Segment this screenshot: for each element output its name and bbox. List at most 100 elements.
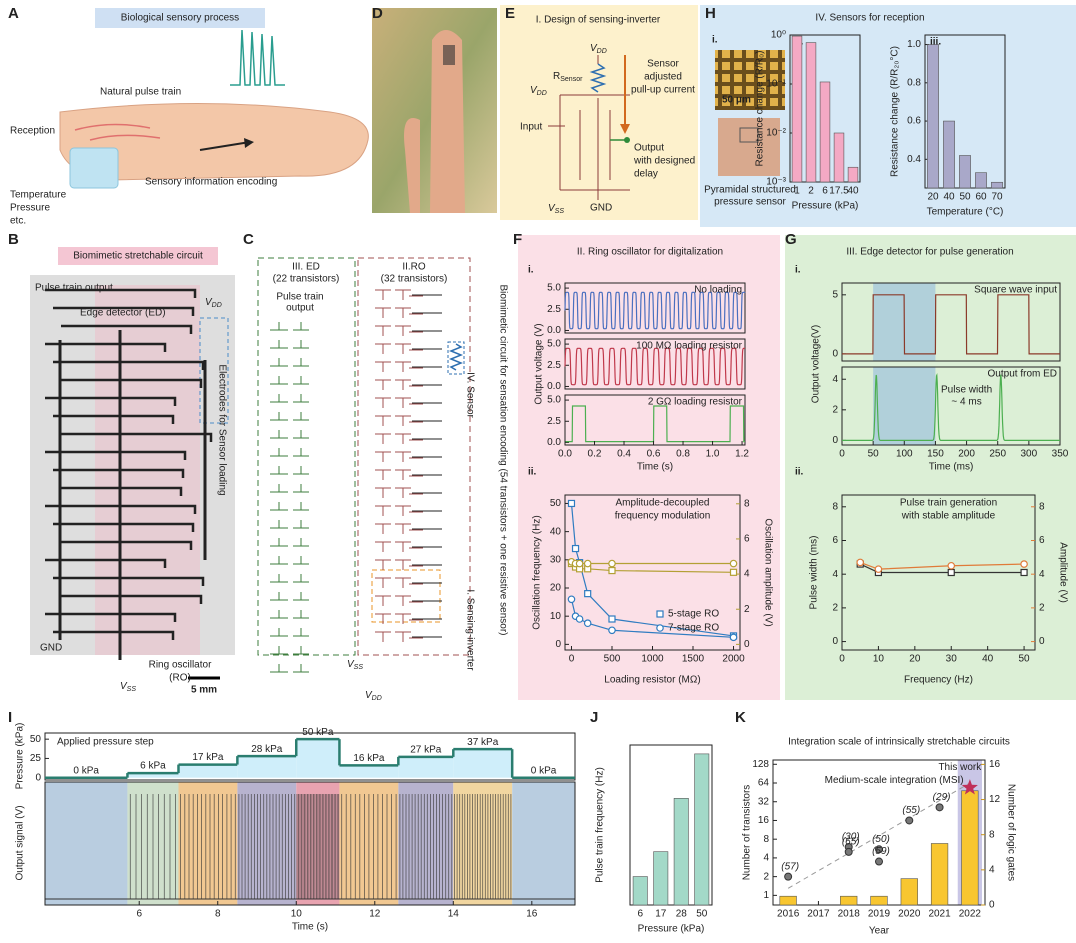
plot-frame bbox=[44, 781, 576, 906]
label: etc. bbox=[10, 216, 26, 227]
y-tick-label: 10⁻¹ bbox=[766, 79, 786, 90]
x-tick-label: 40 bbox=[847, 186, 859, 197]
point bbox=[905, 816, 914, 825]
label: Electrodes for Sensor loading bbox=[216, 364, 227, 495]
y-tick-label: 5 bbox=[832, 289, 838, 300]
trace-label: Square wave input bbox=[974, 285, 1057, 296]
y-tick-label: 20 bbox=[550, 583, 562, 594]
series-line bbox=[859, 563, 1025, 574]
y2-axis-label: Oscillation amplitude (V) bbox=[762, 518, 773, 626]
y2-tick-label: 16 bbox=[989, 759, 1001, 770]
label-sub: DD bbox=[597, 48, 607, 55]
y2-tick-label: 8 bbox=[744, 498, 750, 509]
bar bbox=[694, 753, 710, 906]
y-tick-label: 1.0 bbox=[907, 39, 921, 50]
point-label: (57) bbox=[781, 861, 799, 872]
transistor bbox=[375, 469, 423, 480]
transistor bbox=[270, 664, 309, 673]
transistor bbox=[375, 325, 423, 336]
y-tick-label: 6 bbox=[832, 535, 838, 546]
transistor bbox=[270, 412, 309, 421]
y-axis-label: Resistance change (R/R₀) bbox=[755, 51, 766, 167]
y-tick-label: 4 bbox=[832, 374, 838, 385]
signal-spikes bbox=[129, 794, 176, 899]
x-tick-label: 30 bbox=[946, 654, 958, 665]
bar bbox=[805, 42, 817, 183]
trace bbox=[61, 378, 203, 388]
x-tick-label: 350 bbox=[1052, 449, 1069, 460]
x-tick-label: 0.4 bbox=[617, 449, 631, 460]
sub-label: ii. bbox=[795, 467, 804, 478]
x-tick-label: 12 bbox=[369, 909, 381, 920]
annotation: Amplitude-decoupled bbox=[616, 498, 710, 509]
annotation: ~ 4 ms bbox=[951, 397, 981, 408]
x-tick-label: 100 bbox=[896, 449, 913, 460]
sensor-box bbox=[447, 341, 465, 375]
marker bbox=[729, 633, 738, 642]
y2-tick-label: 0 bbox=[1039, 636, 1045, 647]
x-tick-label: 50 bbox=[1019, 654, 1031, 665]
marker bbox=[729, 559, 738, 568]
y2-tick-label: 0 bbox=[989, 900, 995, 911]
y-tick-label: 40 bbox=[550, 526, 562, 537]
y-axis-label: Number of transistors bbox=[742, 785, 753, 881]
transistor bbox=[270, 592, 309, 601]
bar bbox=[943, 120, 955, 189]
marker bbox=[874, 565, 883, 573]
panel-letter: A bbox=[8, 5, 19, 22]
x-tick-label: 2000 bbox=[722, 654, 745, 665]
x-tick-label: 2017 bbox=[807, 909, 830, 920]
x-axis-label: Time (s) bbox=[637, 462, 673, 473]
y-tick-label: 0 bbox=[35, 772, 41, 783]
signal-band bbox=[512, 782, 575, 905]
y2-axis-label: Number of logic gates bbox=[1005, 784, 1016, 881]
pressure-area bbox=[339, 765, 399, 778]
label-main: V bbox=[548, 203, 556, 214]
value-label: 0 kPa bbox=[531, 765, 557, 776]
y2-tick-label: 4 bbox=[1039, 569, 1045, 580]
y-tick-label: 50 bbox=[30, 734, 42, 745]
y-tick-label: 1 bbox=[763, 890, 769, 901]
point bbox=[844, 847, 853, 856]
label-main: V bbox=[530, 85, 538, 96]
x-tick-label: 1.0 bbox=[706, 449, 720, 460]
transistor bbox=[375, 523, 423, 534]
label: Sensor bbox=[647, 59, 679, 70]
label-sub: SS bbox=[555, 208, 565, 215]
x-tick-label: 2020 bbox=[898, 909, 921, 920]
bar bbox=[779, 895, 797, 906]
bar bbox=[961, 790, 979, 906]
pressure-area bbox=[453, 749, 513, 778]
label: II.RO bbox=[402, 262, 426, 273]
point-label: (50) bbox=[872, 834, 890, 845]
circuit-photo bbox=[30, 275, 235, 655]
y-tick-label: 2.5 bbox=[547, 360, 561, 371]
label: Edge detector (ED) bbox=[80, 308, 166, 319]
value-label: 50 kPa bbox=[302, 727, 334, 738]
y-tick-label: 10⁰ bbox=[771, 30, 786, 41]
label: Output bbox=[634, 143, 664, 154]
label: Temperature bbox=[10, 190, 67, 201]
pulse-train-icon bbox=[230, 29, 285, 86]
trace bbox=[45, 342, 167, 352]
bar bbox=[819, 81, 831, 183]
transistor bbox=[270, 574, 309, 583]
sub-label: iii. bbox=[930, 37, 941, 48]
y2-tick-label: 0 bbox=[744, 639, 750, 650]
y2-tick-label: 6 bbox=[744, 534, 750, 545]
y2-tick-label: 8 bbox=[1039, 501, 1045, 512]
marker bbox=[567, 499, 576, 508]
label-main: R bbox=[553, 71, 560, 82]
panel-e-bg bbox=[500, 5, 698, 220]
panel-letter: B bbox=[8, 231, 19, 248]
bar bbox=[930, 843, 949, 906]
label: 50 μm bbox=[722, 95, 751, 106]
y-tick-label: 0.0 bbox=[547, 325, 561, 336]
transistor bbox=[270, 448, 309, 457]
y2-tick-label: 2 bbox=[1039, 603, 1045, 614]
transistor bbox=[375, 451, 423, 462]
x-tick-label: 2016 bbox=[777, 909, 800, 920]
trace bbox=[53, 414, 175, 424]
